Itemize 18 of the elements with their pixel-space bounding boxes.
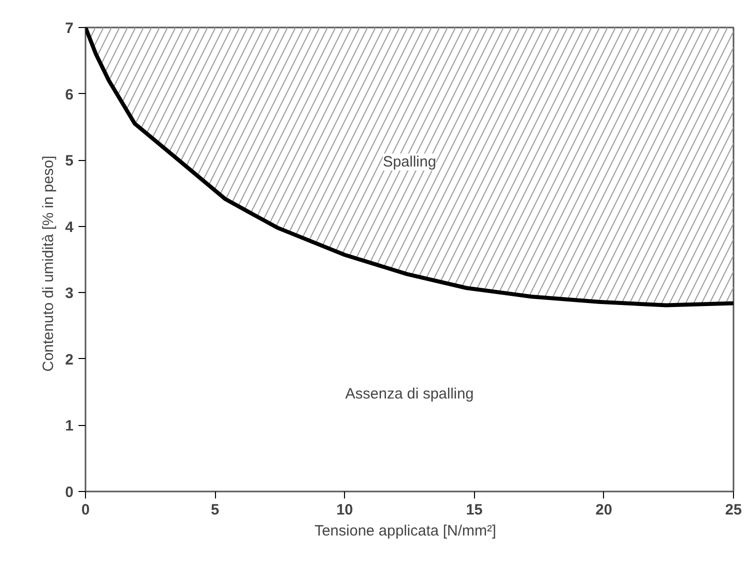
annotation: Assenza di spalling bbox=[345, 386, 474, 403]
x-tick-label: 25 bbox=[725, 502, 742, 518]
y-tick-label: 2 bbox=[65, 351, 74, 368]
x-axis-title: Tensione applicata [N/mm²] bbox=[314, 522, 496, 540]
annotation: Spalling bbox=[382, 154, 436, 171]
y-tick-label: 4 bbox=[65, 218, 74, 236]
y-tick-label: 1 bbox=[65, 418, 74, 435]
y-axis-title: Contenuto di umidità [% in peso] bbox=[40, 156, 58, 372]
y-tick-label: 5 bbox=[65, 152, 74, 170]
x-tick-label: 0 bbox=[81, 502, 90, 518]
y-tick-label: 3 bbox=[65, 285, 74, 302]
x-tick-label: 15 bbox=[466, 502, 483, 518]
y-tick-label: 0 bbox=[65, 484, 74, 501]
x-tick-label: 20 bbox=[596, 502, 612, 518]
x-tick-label: 5 bbox=[210, 502, 220, 518]
x-tick-label: 10 bbox=[336, 502, 354, 518]
y-tick-label: 7 bbox=[65, 20, 74, 37]
y-tick-label: 6 bbox=[65, 86, 74, 104]
